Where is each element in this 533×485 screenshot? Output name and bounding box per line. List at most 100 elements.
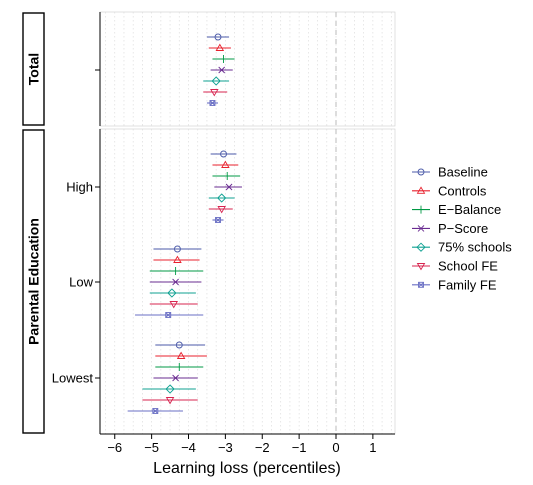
point-75-schools-lowest bbox=[142, 384, 196, 394]
point-e-balance-low bbox=[149, 267, 204, 275]
legend-label: E−Balance bbox=[438, 202, 501, 217]
facet-strip bbox=[22, 129, 45, 434]
marker-circle bbox=[220, 150, 227, 158]
marker-diamond bbox=[416, 242, 426, 252]
marker-cross bbox=[172, 278, 179, 286]
point-family-fe-lowest bbox=[127, 408, 183, 414]
marker-square bbox=[152, 408, 159, 414]
marker-diamond bbox=[167, 288, 177, 298]
marker-triangle-down bbox=[217, 206, 226, 214]
legend-item-school-fe: School FE bbox=[412, 259, 498, 274]
point-baseline-total bbox=[206, 33, 230, 41]
point-p-score-high bbox=[214, 183, 242, 191]
point-baseline-low bbox=[153, 245, 202, 253]
panel-parental-education: Parental Education High Low Lowest bbox=[22, 128, 396, 435]
marker-triangle bbox=[215, 43, 225, 51]
x-axis: −6 −5 −4 −3 −2 −1 0 1 bbox=[100, 433, 395, 455]
marker-triangle bbox=[176, 351, 186, 359]
legend-label: Controls bbox=[438, 183, 487, 198]
point-baseline-high bbox=[210, 150, 237, 158]
marker-circle bbox=[175, 341, 183, 349]
point-controls-lowest bbox=[155, 351, 207, 359]
x-tick-label: 0 bbox=[332, 440, 339, 455]
marker-triangle-down bbox=[169, 301, 179, 309]
x-tick-label: −2 bbox=[255, 440, 270, 455]
marker-diamond bbox=[211, 76, 221, 86]
point-controls-low bbox=[153, 255, 200, 263]
x-tick-label: −3 bbox=[218, 440, 233, 455]
marker-triangle bbox=[221, 160, 230, 168]
marker-triangle-down bbox=[210, 89, 219, 97]
point-e-balance-total bbox=[212, 55, 235, 63]
marker-plus bbox=[176, 363, 183, 371]
point-75-schools-low bbox=[149, 288, 196, 298]
point-e-balance-high bbox=[212, 172, 241, 180]
marker-triangle-down bbox=[416, 263, 426, 271]
x-axis-label: Learning loss (percentiles) bbox=[153, 460, 341, 477]
point-75-schools-high bbox=[208, 193, 235, 203]
marker-circle bbox=[417, 168, 425, 176]
legend-item-75-schools: 75% schools bbox=[412, 240, 512, 255]
point-75-schools-total bbox=[203, 76, 230, 86]
marker-triangle bbox=[173, 255, 182, 263]
facet-label-parental-education: Parental Education bbox=[26, 218, 42, 345]
legend-label: Baseline bbox=[438, 165, 488, 180]
legend-label: School FE bbox=[438, 259, 498, 274]
legend: Baseline Controls E−Balance P−Score 75% scho… bbox=[412, 165, 512, 292]
legend-label: Family FE bbox=[438, 277, 497, 292]
point-school-fe-lowest bbox=[142, 397, 198, 405]
marker-diamond bbox=[217, 193, 227, 203]
marker-circle bbox=[173, 245, 181, 253]
y-tick-label-high: High bbox=[66, 180, 93, 195]
point-p-score-low bbox=[149, 278, 202, 286]
legend-item-e-balance: E−Balance bbox=[412, 202, 501, 217]
panel-frame bbox=[99, 128, 396, 435]
point-family-fe-high bbox=[212, 217, 224, 223]
point-controls-total bbox=[208, 43, 231, 51]
panels-layer: Total Parental Education High Low Lowest bbox=[22, 11, 396, 435]
point-controls-high bbox=[212, 160, 239, 168]
marker-square-x bbox=[418, 281, 424, 288]
y-tick-label-low: Low bbox=[69, 275, 93, 290]
marker-cross bbox=[225, 183, 233, 191]
facet-strip bbox=[22, 12, 45, 126]
marker-square bbox=[418, 281, 424, 288]
legend-label: P−Score bbox=[438, 221, 488, 236]
x-tick-label: −4 bbox=[181, 440, 196, 455]
marker-cross bbox=[417, 225, 425, 232]
point-school-fe-low bbox=[149, 301, 198, 309]
point-family-fe-total bbox=[206, 100, 218, 106]
point-e-balance-lowest bbox=[155, 363, 204, 371]
x-tick-label: −5 bbox=[144, 440, 159, 455]
panel-total: Total bbox=[22, 11, 396, 127]
marker-cross bbox=[218, 66, 226, 74]
marker-plus bbox=[220, 55, 227, 63]
marker-plus bbox=[418, 205, 424, 214]
y-tick-label-lowest: Lowest bbox=[52, 371, 94, 386]
marker-cross bbox=[172, 374, 179, 382]
point-school-fe-high bbox=[208, 206, 233, 214]
x-tick-label: −1 bbox=[292, 440, 307, 455]
point-p-score-lowest bbox=[153, 374, 198, 382]
legend-item-controls: Controls bbox=[412, 183, 487, 198]
marker-triangle bbox=[416, 186, 426, 194]
marker-square-x bbox=[209, 100, 216, 106]
marker-circle bbox=[214, 33, 222, 41]
legend-item-baseline: Baseline bbox=[412, 165, 488, 180]
marker-triangle-down bbox=[165, 397, 175, 405]
marker-square-x bbox=[165, 312, 172, 318]
legend-item-p-score: P−Score bbox=[412, 221, 488, 236]
marker-square-x bbox=[215, 217, 221, 223]
legend-label: 75% schools bbox=[438, 240, 512, 255]
x-tick-label: −6 bbox=[107, 440, 122, 455]
x-tick-label: 1 bbox=[369, 440, 376, 455]
point-baseline-lowest bbox=[155, 341, 206, 349]
marker-diamond bbox=[165, 384, 175, 394]
marker-plus bbox=[172, 267, 179, 275]
point-school-fe-total bbox=[203, 89, 228, 97]
panel-frame bbox=[99, 11, 396, 127]
legend-item-family-fe: Family FE bbox=[412, 277, 497, 292]
point-family-fe-low bbox=[135, 312, 204, 318]
marker-square bbox=[215, 217, 221, 223]
